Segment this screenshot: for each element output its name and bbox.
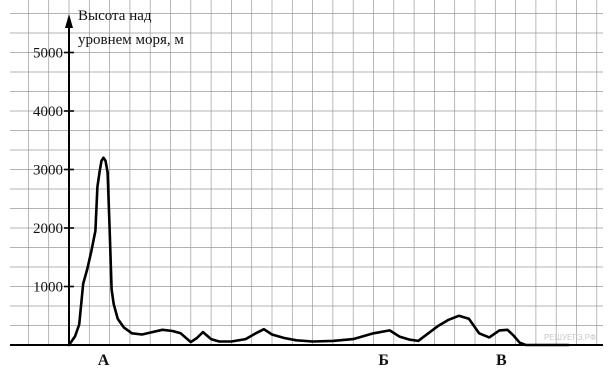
axes <box>10 14 603 346</box>
y-tick-label: 1000 <box>33 280 63 296</box>
point-label: Б <box>378 352 389 369</box>
y-axis-arrow <box>65 14 73 28</box>
y-tick-label: 5000 <box>33 46 63 62</box>
y-axis-label: Высота над уровнем моря, м <box>78 8 184 48</box>
y-tick-label: 2000 <box>33 221 63 237</box>
grid <box>10 0 603 346</box>
watermark: РЕШУЕГЭ.РФ <box>544 333 596 342</box>
elevation-profile-line <box>67 156 570 347</box>
point-label: В <box>496 352 507 369</box>
y-axis-label-line: Высота над <box>78 8 152 24</box>
y-tick-label: 4000 <box>33 104 63 120</box>
point-labels: А Б В <box>98 352 507 369</box>
y-tick-labels: 1000 2000 3000 4000 5000 <box>33 46 74 296</box>
y-axis-label-line: уровнем моря, м <box>78 32 184 48</box>
point-label: А <box>98 352 110 369</box>
y-tick-label: 3000 <box>33 163 63 179</box>
